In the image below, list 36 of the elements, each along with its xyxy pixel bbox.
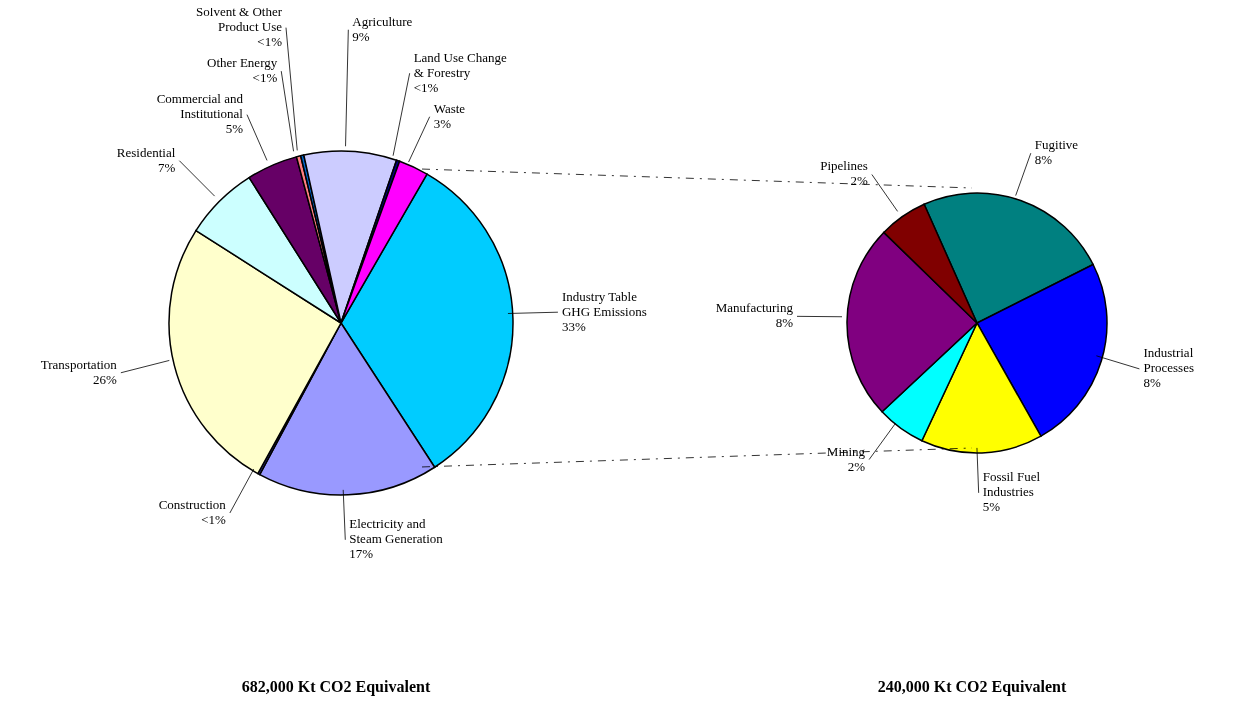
slice-label: Other Energy	[207, 55, 278, 71]
slice-label: Commercial and Institutional	[156, 91, 244, 122]
data-label: 2%	[847, 458, 866, 474]
text: 240,000 Kt CO2 Equivalent	[876, 678, 1068, 696]
slice-label: Industrial Processes	[1143, 345, 1194, 376]
data-label: 26%	[93, 371, 118, 387]
data-label: 8%	[775, 315, 794, 331]
data-label: 8%	[1143, 375, 1161, 391]
slice-label: Fossil Fuel Industries	[982, 469, 1041, 500]
text: 682,000 Kt CO2 Equivalent	[240, 678, 432, 696]
data-label: <1%	[257, 34, 283, 50]
slice-label: Residential	[116, 144, 176, 160]
slice-label: Manufacturing	[715, 300, 794, 316]
data-label: 3%	[433, 115, 452, 131]
slice-label: Pipelines	[820, 158, 868, 174]
data-label: 5%	[982, 499, 1001, 515]
data-label: 7%	[158, 159, 176, 175]
data-label: 33%	[561, 318, 586, 334]
slice-label: Land Use Change & Forestry	[413, 49, 508, 80]
data-label: <1%	[413, 79, 439, 95]
slice-label: Mining	[826, 443, 866, 459]
slice-label: Waste	[433, 100, 466, 116]
data-label: 2%	[850, 173, 869, 189]
data-label: 8%	[1034, 152, 1053, 168]
data-label: 5%	[225, 121, 244, 137]
data-label: 9%	[352, 28, 370, 44]
slice-label: Agriculture	[352, 13, 413, 29]
data-label: <1%	[252, 70, 278, 86]
data-label: <1%	[201, 511, 227, 527]
slice-label: Industry Table GHG Emissions	[561, 288, 647, 319]
slice-label: Solvent & Other Product Use	[196, 4, 283, 35]
data-label: 17%	[349, 546, 374, 562]
slice-label: Transportation	[40, 356, 118, 372]
slice-label: Fugitive	[1034, 137, 1079, 153]
slice-label: Electricity and Steam Generation	[349, 516, 444, 547]
slice-label: Construction	[158, 496, 227, 512]
